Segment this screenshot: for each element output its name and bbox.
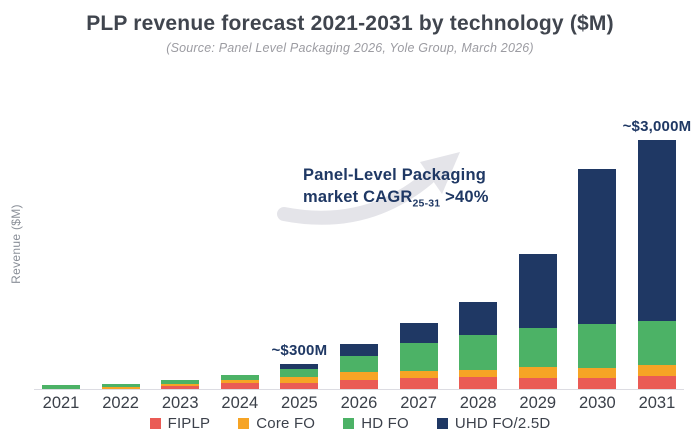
- bar-column-2022: 2022: [102, 99, 140, 389]
- x-axis-label-2028: 2028: [460, 394, 497, 413]
- bar-segment-hd-fo: [400, 343, 438, 372]
- x-axis-label-2025: 2025: [281, 394, 318, 413]
- bar-segment-core-fo: [519, 367, 557, 378]
- bar-segment-hd-fo: [459, 335, 497, 370]
- x-axis-label-2023: 2023: [162, 394, 199, 413]
- value-annotation-2025: ~$300M: [271, 342, 327, 359]
- x-axis-label-2030: 2030: [579, 394, 616, 413]
- bar-segment-fiplp: [459, 377, 497, 389]
- bar-segment-uhd-fo-2-5d: [340, 344, 378, 357]
- legend-label: Core FO: [256, 415, 315, 432]
- legend-label: FIPLP: [168, 415, 211, 432]
- x-axis-label-2031: 2031: [639, 394, 676, 413]
- bar-segment-hd-fo: [638, 321, 676, 365]
- bar-segment-fiplp: [638, 376, 676, 389]
- legend-swatch-icon: [437, 418, 448, 429]
- x-axis-label-2021: 2021: [43, 394, 80, 413]
- cagr-annotation-line2: market CAGR25-31 >40%: [303, 187, 489, 211]
- bar-segment-fiplp: [340, 380, 378, 389]
- x-axis-label-2027: 2027: [400, 394, 437, 413]
- bar-column-2030: 2030: [578, 99, 616, 389]
- legend-swatch-icon: [150, 418, 161, 429]
- bar-segment-core-fo: [340, 372, 378, 380]
- page-subtitle: (Source: Panel Level Packaging 2026, Yol…: [0, 41, 700, 55]
- bar-segment-hd-fo: [340, 356, 378, 372]
- bar-column-2024: 2024: [221, 99, 259, 389]
- legend-label: UHD FO/2.5D: [455, 415, 551, 432]
- bar-segment-fiplp: [519, 378, 557, 389]
- bar-segment-uhd-fo-2-5d: [459, 302, 497, 335]
- bar-segment-uhd-fo-2-5d: [400, 323, 438, 343]
- bar-segment-core-fo: [400, 371, 438, 378]
- legend-label: HD FO: [361, 415, 409, 432]
- legend-item-core-fo: Core FO: [238, 415, 315, 432]
- bar-segment-hd-fo: [519, 328, 557, 367]
- legend-item-hd-fo: HD FO: [343, 415, 409, 432]
- bar-segment-fiplp: [400, 378, 438, 389]
- bar-segment-fiplp: [578, 378, 616, 389]
- bar-segment-hd-fo: [280, 369, 318, 378]
- bar-segment-uhd-fo-2-5d: [638, 140, 676, 321]
- bar-segment-uhd-fo-2-5d: [578, 169, 616, 324]
- page-title: PLP revenue forecast 2021-2031 by techno…: [0, 12, 700, 36]
- x-axis-label-2024: 2024: [221, 394, 258, 413]
- bar-column-2021: 2021: [42, 99, 80, 389]
- bar-segment-uhd-fo-2-5d: [519, 254, 557, 328]
- bar-column-2029: 2029: [519, 99, 557, 389]
- bar-segment-hd-fo: [578, 324, 616, 368]
- x-axis-label-2029: 2029: [519, 394, 556, 413]
- x-axis-line: [34, 389, 684, 390]
- value-annotation-2031: ~$3,000M: [623, 118, 692, 135]
- legend-item-fiplp: FIPLP: [150, 415, 211, 432]
- legend-item-uhd-fo-2-5d: UHD FO/2.5D: [437, 415, 551, 432]
- bar-column-2023: 2023: [161, 99, 199, 389]
- bar-segment-core-fo: [459, 370, 497, 378]
- y-axis-label: Revenue ($M): [9, 194, 23, 294]
- bar-segment-core-fo: [638, 365, 676, 376]
- cagr-annotation: Panel-Level Packaging market CAGR25-31 >…: [303, 165, 489, 211]
- x-axis-label-2026: 2026: [341, 394, 378, 413]
- legend: FIPLP Core FO HD FO UHD FO/2.5D: [0, 415, 700, 432]
- bar-segment-core-fo: [578, 368, 616, 378]
- legend-swatch-icon: [238, 418, 249, 429]
- legend-swatch-icon: [343, 418, 354, 429]
- x-axis-label-2022: 2022: [102, 394, 139, 413]
- cagr-annotation-line1: Panel-Level Packaging: [303, 165, 489, 187]
